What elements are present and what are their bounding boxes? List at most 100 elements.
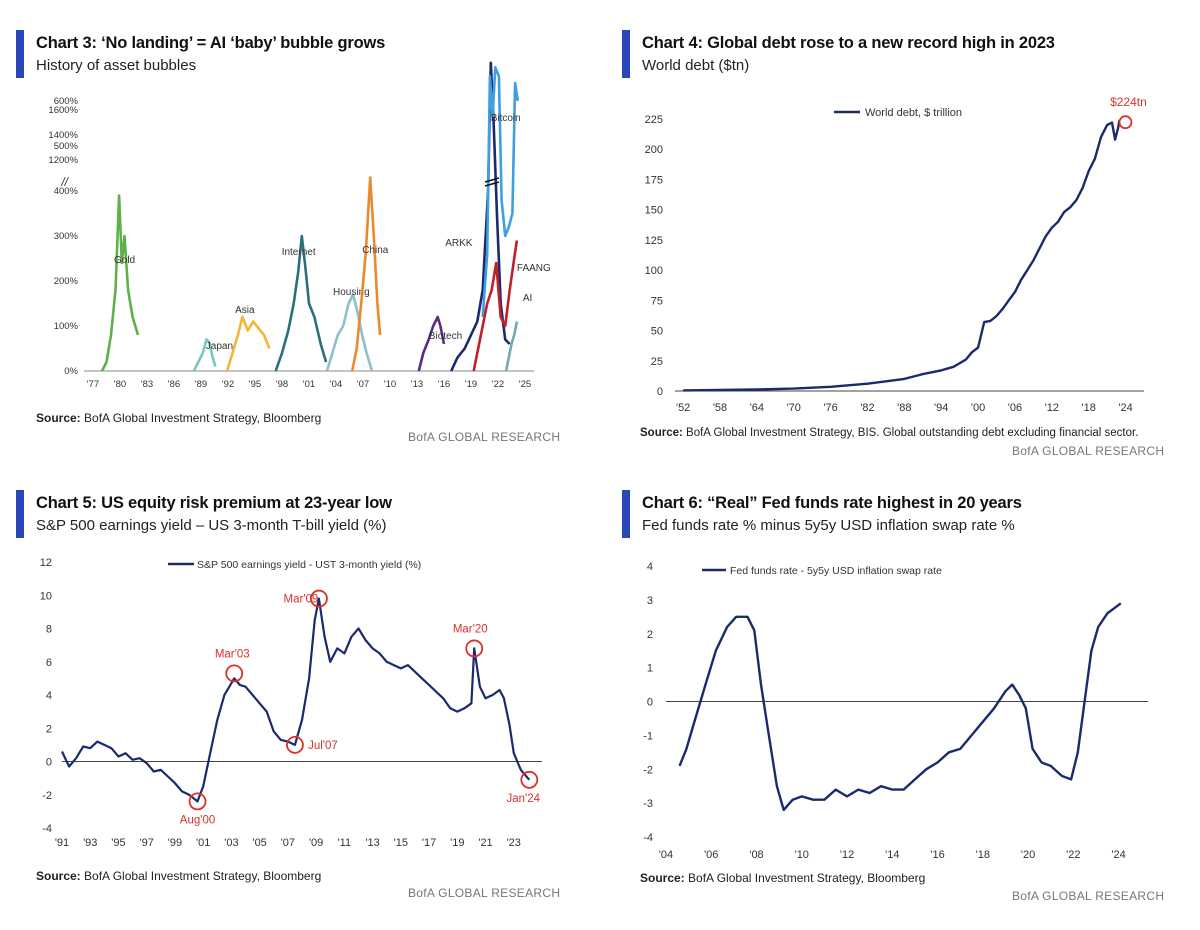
chart5-annotation-label: Jan'24 xyxy=(507,793,541,805)
chart3-source: Source: BofA Global Investment Strategy,… xyxy=(36,411,321,425)
chart3-x-tick-label: '19 xyxy=(465,379,477,390)
chart4-x-tick-label: '70 xyxy=(787,402,801,414)
chart4-x-tick-label: '24 xyxy=(1118,402,1132,414)
chart3-x-tick-label: '22 xyxy=(492,379,504,390)
chart3-series-label: Gold xyxy=(114,255,135,266)
chart5-x-tick-label: '15 xyxy=(394,837,408,849)
chart3-series-label: FAANG xyxy=(517,263,551,274)
chart4-y-tick-label: 125 xyxy=(645,235,663,247)
chart6-x-tick-label: '10 xyxy=(795,849,809,861)
chart3-x-tick-label: '89 xyxy=(195,379,207,390)
chart3-series-line xyxy=(472,240,519,372)
chart4-x-tick-label: '64 xyxy=(750,402,764,414)
chart5-legend-label: S&P 500 earnings yield - UST 3-month yie… xyxy=(197,559,421,571)
chart6-source-label: Source: xyxy=(640,871,685,885)
chart4-annotation-label: $224tn xyxy=(1110,95,1147,109)
chart3-title: Chart 3: ‘No landing’ = AI ‘baby’ bubble… xyxy=(36,34,386,52)
chart3-x-tick-label: '92 xyxy=(222,379,234,390)
chart4-y-tick-label: 175 xyxy=(645,174,663,186)
chart3-series-label: Japan xyxy=(206,341,233,352)
chart4-brand: BofA GLOBAL RESEARCH xyxy=(1012,444,1165,458)
chart3-x-tick-label: '13 xyxy=(411,379,423,390)
chart4-source: Source: BofA Global Investment Strategy,… xyxy=(640,427,1138,439)
chart6-source-text: BofA Global Investment Strategy, Bloombe… xyxy=(688,871,926,885)
chart4-y-tick-label: 200 xyxy=(645,144,663,156)
chart5-x-tick-label: '21 xyxy=(478,837,492,849)
chart3-series-line xyxy=(481,66,520,318)
chart3-series-label: Asia xyxy=(235,305,255,316)
chart3-accent-bar xyxy=(16,30,24,78)
chart5-x-tick-label: '01 xyxy=(196,837,210,849)
chart3-panel: Chart 3: ‘No landing’ = AI ‘baby’ bubble… xyxy=(16,28,576,468)
chart3-x-tick-label: '25 xyxy=(519,379,531,390)
chart5-annotation-label: Mar'09 xyxy=(284,594,319,606)
chart3-series-label: Internet xyxy=(282,247,316,258)
chart4-source-label: Source: xyxy=(640,427,683,439)
chart3-source-label: Source: xyxy=(36,411,81,425)
chart6-y-tick-label: 3 xyxy=(647,595,653,607)
chart3-y-tick-label: 200% xyxy=(54,276,79,287)
chart5-x-tick-label: '97 xyxy=(140,837,154,849)
chart4-x-tick-label: '82 xyxy=(860,402,874,414)
chart3-break-mark xyxy=(484,181,500,187)
chart3-series-line xyxy=(225,315,271,372)
chart3-series-label: Bitcoin xyxy=(491,113,521,124)
chart6-x-tick-label: '04 xyxy=(659,849,673,861)
chart3-series-line xyxy=(192,338,217,372)
chart4-x-tick-label: '52 xyxy=(676,402,690,414)
chart4-y-tick-label: 25 xyxy=(651,356,663,368)
chart5-x-tick-label: '03 xyxy=(224,837,238,849)
chart3-series-label: Biotech xyxy=(429,331,462,342)
chart5-y-tick-label: 2 xyxy=(46,723,52,735)
chart3-x-tick-label: '80 xyxy=(114,379,126,390)
chart6-x-tick-label: '08 xyxy=(749,849,763,861)
chart3-series-line xyxy=(504,321,519,372)
chart3-series-line xyxy=(450,61,511,372)
chart3-y-tick-label: 1600% xyxy=(48,105,78,116)
chart4-x-tick-label: '06 xyxy=(1008,402,1022,414)
chart3-y-tick-label: 1200% xyxy=(48,155,78,166)
chart4-x-tick-label: '58 xyxy=(713,402,727,414)
chart5-x-tick-label: '13 xyxy=(365,837,379,849)
chart3-plot: 0% 100% 200% 300% 400% 500% 600% 1200% 1400% 1600… xyxy=(48,61,551,390)
chart5-x-tick-label: '11 xyxy=(338,837,352,849)
chart3-subtitle: History of asset bubbles xyxy=(36,57,197,74)
chart6-plot: -4 -3 -2 -1 0 1 2 3 4 '04 '06 '08 '10 '12 '14 '16 '18 '20… xyxy=(643,561,1148,861)
chart6-accent-bar xyxy=(622,490,630,538)
chart5-source-text: BofA Global Investment Strategy, Bloombe… xyxy=(84,869,322,883)
chart3-series-label: AI xyxy=(523,293,532,304)
chart3-y-tick-label: 600% xyxy=(54,96,79,107)
chart4-x-tick-label: '18 xyxy=(1082,402,1096,414)
chart5-x-tick-label: '17 xyxy=(422,837,436,849)
chart6-x-tick-label: '22 xyxy=(1066,849,1080,861)
chart5-annotation-circle xyxy=(465,639,484,658)
chart5-x-tick-label: '07 xyxy=(281,837,295,849)
chart5-plot: -4 -2 0 2 4 6 8 10 12 '91 '93 '95 '97 '99 '01 '03 '05 '07… xyxy=(40,557,542,849)
chart5-y-tick-label: 4 xyxy=(46,690,52,702)
chart4-legend-label: World debt, $ trillion xyxy=(865,107,962,119)
chart5-x-tick-label: '93 xyxy=(83,837,97,849)
chart6-y-tick-label: -4 xyxy=(643,832,653,844)
chart3-x-tick-label: '04 xyxy=(330,379,342,390)
chart6-legend-label: Fed funds rate - 5y5y USD inflation swap… xyxy=(730,565,942,577)
chart6-y-tick-label: 0 xyxy=(647,697,653,709)
chart3-y-tick-label: 100% xyxy=(54,321,79,332)
chart6-x-tick-label: '12 xyxy=(840,849,854,861)
chart3-x-tick-label: '16 xyxy=(438,379,450,390)
chart3-series-line xyxy=(100,194,140,372)
chart3-brand: BofA GLOBAL RESEARCH xyxy=(408,430,561,444)
chart4-x-tick-label: '12 xyxy=(1045,402,1059,414)
chart4-y-tick-label: 50 xyxy=(651,326,663,338)
chart6-x-tick-label: '18 xyxy=(976,849,990,861)
chart5-source-label: Source: xyxy=(36,869,81,883)
chart5-y-tick-label: 6 xyxy=(46,657,52,669)
chart5-annotation-label: Mar'03 xyxy=(215,648,250,660)
chart6-panel: Chart 6: “Real” Fed funds rate highest i… xyxy=(622,488,1182,928)
chart5-y-tick-label: 10 xyxy=(40,590,52,602)
chart5-x-tick-label: '19 xyxy=(450,837,464,849)
chart5-annotation-circle xyxy=(310,589,328,608)
chart6-series-line xyxy=(678,602,1122,812)
chart5-y-tick-label: -2 xyxy=(42,790,52,802)
chart5-y-tick-label: 8 xyxy=(46,624,52,636)
chart6-x-tick-label: '16 xyxy=(930,849,944,861)
